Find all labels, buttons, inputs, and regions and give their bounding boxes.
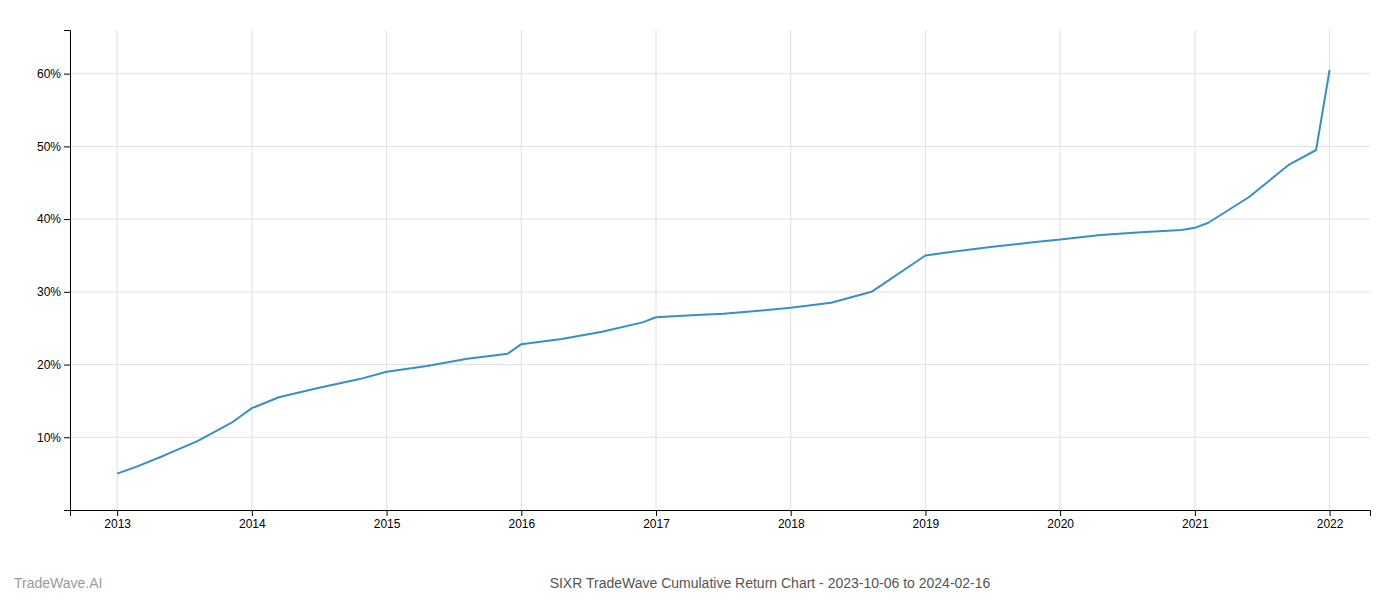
grid-line xyxy=(70,219,1370,220)
marks xyxy=(117,70,1329,474)
x-tick-label: 2021 xyxy=(1182,517,1209,531)
y-tick: 20% xyxy=(37,358,70,372)
grid-line xyxy=(70,146,1370,147)
x-tick-mark xyxy=(387,510,388,516)
x-tick: 2021 xyxy=(1182,510,1209,531)
x-tick-label: 2013 xyxy=(104,517,131,531)
grid-line xyxy=(1194,30,1195,510)
watermark: TradeWave.AI xyxy=(14,575,102,591)
x-tick: 2013 xyxy=(104,510,131,531)
line xyxy=(117,70,1329,474)
grid-line xyxy=(117,30,118,510)
y-axis-line xyxy=(64,31,71,511)
x-tick: 2018 xyxy=(778,510,805,531)
y-tick-mark xyxy=(64,219,70,220)
y-tick-label: 10% xyxy=(37,431,61,445)
x-tick: 2019 xyxy=(913,510,940,531)
y-tick: 50% xyxy=(37,140,70,154)
y-tick-mark xyxy=(64,292,70,293)
x-tick-label: 2019 xyxy=(913,517,940,531)
y-tick-label: 60% xyxy=(37,67,61,81)
grid-line xyxy=(1329,30,1330,510)
x-tick-label: 2016 xyxy=(508,517,535,531)
y-tick-mark xyxy=(64,437,70,438)
y-tick-label: 30% xyxy=(37,285,61,299)
chart: 2013 2014 2015 2016 2017 2018 2019 2020 2021 2022… xyxy=(0,0,1400,600)
x-tick-mark xyxy=(252,510,253,516)
x-tick-mark xyxy=(117,510,118,516)
x-tick-mark xyxy=(1195,510,1196,516)
grid-line xyxy=(70,73,1370,74)
x-tick-mark xyxy=(925,510,926,516)
y-tick: 30% xyxy=(37,285,70,299)
x-tick-mark xyxy=(656,510,657,516)
x-tick: 2014 xyxy=(239,510,266,531)
grid-line xyxy=(386,30,387,510)
y-tick-label: 50% xyxy=(37,140,61,154)
x-tick: 2017 xyxy=(643,510,670,531)
grid-line xyxy=(251,30,252,510)
y-axis: 10% 20% 30% 40% 50% 60% xyxy=(37,31,71,511)
y-tick-mark xyxy=(64,146,70,147)
x-tick-label: 2020 xyxy=(1047,517,1074,531)
x-tick: 2016 xyxy=(508,510,535,531)
grid-line xyxy=(656,30,657,510)
y-tick-label: 20% xyxy=(37,358,61,372)
grid-line xyxy=(925,30,926,510)
y-tick: 60% xyxy=(37,67,70,81)
y-tick-mark xyxy=(64,74,70,75)
x-tick-label: 2022 xyxy=(1317,517,1344,531)
x-tick-label: 2017 xyxy=(643,517,670,531)
grid-line xyxy=(521,30,522,510)
grid-line xyxy=(70,291,1370,292)
y-tick-mark xyxy=(64,365,70,366)
x-tick: 2015 xyxy=(374,510,401,531)
plot: 2013 2014 2015 2016 2017 2018 2019 2020 2021 2022… xyxy=(37,30,1371,531)
x-axis-line xyxy=(71,511,1371,517)
x-tick-mark xyxy=(1060,510,1061,516)
x-tick: 2020 xyxy=(1047,510,1074,531)
grid xyxy=(70,30,1370,510)
grid-line xyxy=(790,30,791,510)
x-tick-label: 2018 xyxy=(778,517,805,531)
grid-line xyxy=(70,437,1370,438)
y-tick: 10% xyxy=(37,431,70,445)
title: SIXR TradeWave Cumulative Return Chart -… xyxy=(550,575,991,591)
grid-line xyxy=(70,364,1370,365)
x-tick-mark xyxy=(791,510,792,516)
x-tick-label: 2014 xyxy=(239,517,266,531)
y-tick: 40% xyxy=(37,212,70,226)
x-tick-label: 2015 xyxy=(374,517,401,531)
grid-line xyxy=(1060,30,1061,510)
y-tick-label: 40% xyxy=(37,212,61,226)
x-tick: 2022 xyxy=(1317,510,1344,531)
x-tick-mark xyxy=(1330,510,1331,516)
x-tick-mark xyxy=(521,510,522,516)
x-axis: 2013 2014 2015 2016 2017 2018 2019 2020 2021 2022 xyxy=(71,510,1371,531)
